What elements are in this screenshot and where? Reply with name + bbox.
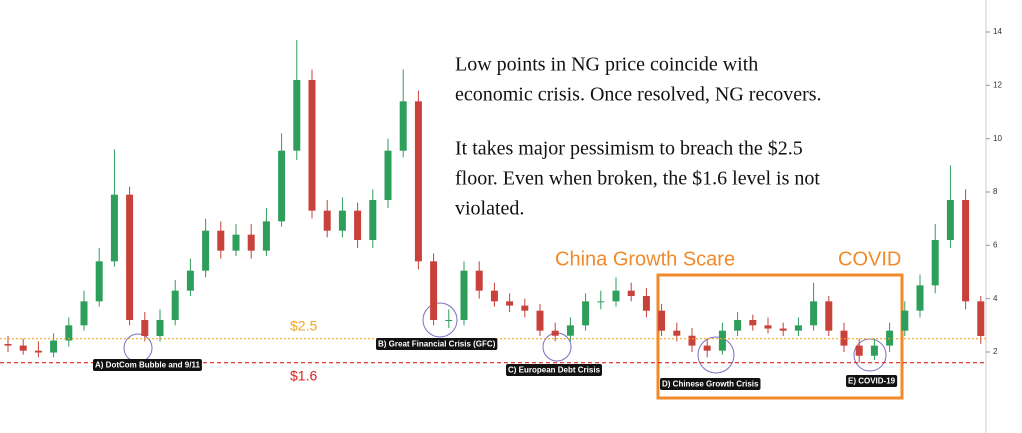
candle-body: [186, 270, 194, 291]
candle-body: [612, 290, 620, 302]
highlight-box: [656, 273, 904, 400]
candle-body: [34, 350, 42, 353]
y-tick-label: 2: [993, 347, 998, 356]
candle-body: [156, 320, 164, 336]
candle-body: [658, 310, 666, 331]
candle-body: [490, 290, 498, 302]
level-label: $1.6: [290, 367, 317, 383]
candle-body: [688, 335, 696, 346]
y-tick-label: 14: [993, 27, 1002, 36]
event-label: B) Great Financial Crisis (GFC): [376, 338, 498, 350]
candle-body: [506, 301, 514, 306]
candle-body: [126, 194, 134, 320]
candle-body: [718, 330, 726, 351]
candle-body: [627, 290, 635, 296]
event-bg: [506, 364, 603, 376]
event-label: D) Chinese Growth Crisis: [660, 378, 761, 390]
candle-body: [642, 296, 650, 311]
candle-body: [460, 270, 468, 320]
candle-body: [384, 150, 392, 200]
candle-body: [977, 301, 985, 336]
candle-body: [551, 330, 559, 336]
callout: COVID: [838, 248, 901, 270]
candles: [4, 40, 985, 363]
candle-body: [536, 310, 544, 331]
y-tick-label: 6: [993, 240, 998, 249]
candle-body: [810, 301, 818, 326]
event-label: C) European Debt Crisis: [506, 364, 603, 376]
candle-body: [566, 325, 574, 336]
candle-body: [171, 290, 179, 320]
candle-body: [779, 328, 787, 331]
note-line: economic crisis. Once resolved, NG recov…: [455, 84, 822, 106]
candle-body: [794, 325, 802, 331]
candle-body: [354, 210, 362, 240]
candle-body: [278, 150, 286, 222]
candle-body: [293, 80, 301, 151]
candle-body: [825, 301, 833, 331]
candle-body: [232, 234, 240, 251]
candle-body: [582, 301, 590, 326]
candle-body: [323, 210, 331, 231]
candle-body: [141, 320, 149, 336]
candle-body: [749, 320, 757, 326]
candle-body: [308, 80, 316, 211]
event-label: E) COVID-19: [846, 375, 898, 387]
candle-body: [19, 345, 27, 351]
candle-body: [80, 301, 88, 326]
candle-body: [475, 270, 483, 291]
candle-body: [855, 345, 863, 356]
candle-body: [946, 200, 954, 240]
note-line: violated.: [455, 198, 524, 220]
candle-body: [703, 345, 711, 351]
level-label: $2.5: [290, 317, 317, 333]
candle-body: [50, 340, 58, 353]
candle-body: [597, 301, 605, 303]
candle-body: [916, 285, 924, 311]
event-text: B) Great Financial Crisis (GFC): [378, 340, 496, 349]
candle-body: [673, 330, 681, 336]
candle-body: [338, 210, 346, 231]
y-tick-label: 8: [993, 187, 998, 196]
y-tick-label: 10: [993, 134, 1002, 143]
y-tick-label: 4: [993, 294, 998, 303]
event-text: E) COVID-19: [848, 377, 896, 386]
event-bg: [660, 378, 761, 390]
candle-body: [4, 344, 12, 346]
candle-body: [734, 320, 742, 331]
event-label: A) DotCom Bubble and 9/11: [93, 359, 202, 371]
candle-body: [764, 325, 772, 329]
candle-body: [217, 230, 225, 251]
candle-body: [247, 234, 255, 251]
event-text: C) European Debt Crisis: [508, 366, 601, 375]
note-line: Low points in NG price coincide with: [455, 54, 758, 76]
circle: [697, 336, 735, 374]
candle-body: [430, 261, 438, 320]
candle-body: [369, 200, 377, 240]
candle-body: [931, 240, 939, 286]
candle-body: [262, 221, 270, 251]
event-text: D) Chinese Growth Crisis: [662, 380, 759, 389]
candle-body: [901, 310, 909, 331]
candle-body: [445, 320, 453, 321]
event-bg: [376, 338, 498, 350]
y-tick-label: 12: [993, 80, 1002, 89]
note-line: floor. Even when broken, the $1.6 level …: [455, 168, 820, 190]
candle-body: [870, 345, 878, 356]
circle: [422, 302, 458, 338]
callout: China Growth Scare: [555, 248, 735, 270]
event-text: A) DotCom Bubble and 9/11: [95, 361, 200, 370]
candle-body: [962, 200, 970, 302]
candle-body: [399, 101, 407, 151]
candle-body: [202, 230, 210, 271]
candle-body: [65, 325, 73, 341]
candle-body: [95, 261, 103, 302]
candle-body: [521, 305, 529, 311]
event-bg: [93, 359, 202, 371]
note-line: It takes major pessimism to breach the $…: [455, 138, 803, 160]
candle-body: [414, 101, 422, 262]
candle-body: [110, 194, 118, 262]
event-bg: [846, 375, 898, 387]
